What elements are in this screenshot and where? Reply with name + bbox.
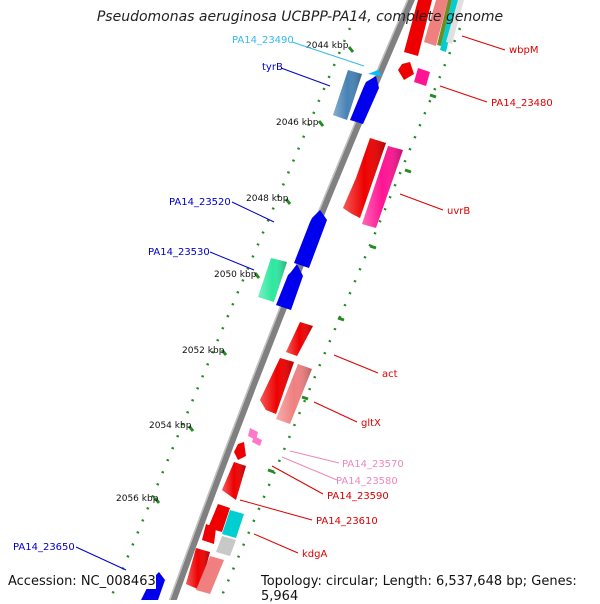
- outer-tick-track: [218, 27, 462, 600]
- gene-PA14_23490[interactable]: [368, 70, 382, 76]
- gene-PA14_23520[interactable]: [294, 210, 327, 268]
- label-gltX[interactable]: gltX: [361, 418, 381, 429]
- accession-text: Accession: NC_008463: [8, 574, 156, 589]
- scale-label-2044: 2044 kbp: [306, 41, 349, 51]
- gene-PA14_23590[interactable]: [222, 442, 246, 500]
- scale-label-2046: 2046 kbp: [276, 118, 319, 128]
- label-act[interactable]: act: [382, 369, 398, 380]
- gene-PA14_23480-pair[interactable]: [398, 62, 430, 86]
- gene-PA14_23570-23580[interactable]: [248, 428, 262, 446]
- label-wbpM[interactable]: wbpM: [509, 45, 539, 56]
- gene-act[interactable]: [286, 322, 313, 356]
- scale-label-2052: 2052 kbp: [182, 346, 225, 356]
- gene-gltX-pair[interactable]: [260, 358, 312, 424]
- gene-PA14_23610[interactable]: [202, 504, 230, 544]
- gene-uvrB-pair[interactable]: [343, 138, 403, 228]
- topology-text: Topology: circular; Length: 6,537,648 bp…: [261, 574, 600, 604]
- scale-label-2054: 2054 kbp: [149, 421, 192, 431]
- scale-label-2056: 2056 kbp: [116, 494, 159, 504]
- gene-kdgA-stack[interactable]: [186, 510, 244, 594]
- label-PA14_23520[interactable]: PA14_23520: [169, 197, 231, 208]
- label-PA14_23570[interactable]: PA14_23570: [342, 459, 404, 470]
- label-PA14_23490[interactable]: PA14_23490: [232, 35, 294, 46]
- gene-PA14_23530-pair[interactable]: [258, 258, 303, 310]
- label-PA14_23590[interactable]: PA14_23590: [327, 491, 389, 502]
- gene-tyrB-pair[interactable]: [333, 70, 379, 124]
- label-connectors: [75, 35, 506, 571]
- major-ticks: [153, 46, 437, 504]
- scale-label-2050: 2050 kbp: [214, 270, 257, 280]
- label-uvrB[interactable]: uvrB: [447, 206, 470, 217]
- label-PA14_23530[interactable]: PA14_23530: [148, 247, 210, 258]
- label-PA14_23610[interactable]: PA14_23610: [316, 516, 378, 527]
- label-PA14_23480[interactable]: PA14_23480: [491, 98, 553, 109]
- scale-label-2048: 2048 kbp: [246, 194, 289, 204]
- label-PA14_23650[interactable]: PA14_23650: [13, 542, 75, 553]
- gene-wbpM-stack[interactable]: [404, 0, 464, 56]
- label-PA14_23580[interactable]: PA14_23580: [336, 476, 398, 487]
- map-title: Pseudomonas aeruginosa UCBPP-PA14, compl…: [96, 9, 504, 25]
- inner-tick-track: [108, 27, 352, 600]
- label-tyrB[interactable]: tyrB: [262, 62, 283, 73]
- label-kdgA[interactable]: kdgA: [302, 549, 327, 560]
